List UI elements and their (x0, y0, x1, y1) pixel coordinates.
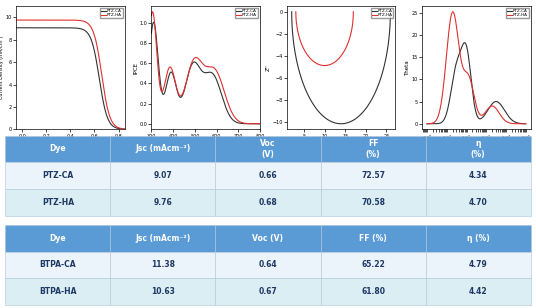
Line: PTZ-CA: PTZ-CA (427, 43, 526, 124)
PTZ-CA (296, 72, 303, 75)
PTZ-HA (293, 20, 300, 24)
PTZ-CA (472, 104, 478, 108)
PTZ-HA (83, 20, 90, 24)
PTZ-CA (81, 28, 87, 32)
PTZ-HA (293, 17, 299, 20)
PTZ-CA (505, 114, 511, 118)
PTZ-HA (81, 19, 87, 23)
Legend: PTZ-CA, PTZ-HA: PTZ-CA, PTZ-HA (506, 8, 528, 18)
PTZ-HA (257, 122, 263, 126)
PTZ-HA (321, 64, 327, 67)
Line: PTZ-HA: PTZ-HA (296, 12, 353, 66)
PTZ-CA (305, 93, 311, 97)
Y-axis label: Theta: Theta (405, 60, 410, 76)
PTZ-HA (81, 20, 87, 23)
PTZ-CA (200, 70, 206, 74)
Line: PTZ-HA: PTZ-HA (151, 12, 260, 124)
PTZ-HA (520, 122, 527, 126)
PTZ-CA (213, 77, 219, 81)
PTZ-HA (505, 121, 511, 124)
PTZ-HA (350, 10, 356, 14)
Y-axis label: Z'': Z'' (266, 64, 271, 71)
PTZ-HA (200, 63, 206, 66)
Line: PTZ-CA: PTZ-CA (292, 12, 390, 124)
PTZ-HA (213, 68, 219, 72)
X-axis label: Wavelength (nm): Wavelength (nm) (182, 140, 229, 145)
PTZ-HA (237, 120, 244, 124)
PTZ-HA (207, 65, 213, 69)
PTZ-HA (302, 50, 309, 54)
PTZ-HA (150, 10, 156, 14)
Y-axis label: Current Density (mA/cm²): Current Density (mA/cm²) (0, 36, 4, 99)
PTZ-CA (471, 101, 478, 105)
PTZ-HA (13, 18, 19, 22)
PTZ-CA (461, 41, 468, 44)
PTZ-CA (237, 121, 244, 125)
Line: PTZ-HA: PTZ-HA (427, 12, 526, 124)
PTZ-CA (255, 122, 261, 126)
PTZ-HA (109, 121, 116, 124)
PTZ-CA (289, 24, 295, 28)
PTZ-CA (13, 26, 19, 30)
PTZ-HA (478, 113, 484, 117)
PTZ-CA (128, 128, 134, 131)
PTZ-HA (472, 97, 478, 101)
PTZ-HA (293, 10, 299, 14)
PTZ-CA (117, 127, 123, 131)
PTZ-CA (483, 111, 489, 115)
PTZ-CA (109, 124, 116, 128)
PTZ-CA (424, 122, 430, 126)
PTZ-HA (350, 18, 356, 21)
PTZ-HA (13, 18, 20, 22)
Legend: PTZ-CA, PTZ-HA: PTZ-CA, PTZ-HA (100, 8, 123, 18)
Y-axis label: IPCE: IPCE (133, 62, 138, 74)
PTZ-HA (483, 110, 489, 113)
PTZ-HA (450, 10, 456, 14)
PTZ-HA (117, 126, 123, 130)
PTZ-HA (128, 128, 134, 131)
PTZ-CA (200, 71, 207, 74)
PTZ-CA (83, 30, 90, 33)
X-axis label: Z': Z' (338, 140, 344, 145)
PTZ-HA (349, 23, 356, 27)
PTZ-CA (523, 122, 529, 126)
X-axis label: Frequency (Hz): Frequency (Hz) (456, 144, 497, 149)
PTZ-CA (207, 71, 213, 74)
PTZ-HA (200, 63, 207, 67)
PTZ-HA (297, 40, 304, 43)
PTZ-CA (257, 122, 263, 126)
PTZ-CA (148, 31, 154, 35)
PTZ-HA (424, 122, 430, 126)
PTZ-HA (523, 122, 529, 126)
PTZ-CA (13, 26, 20, 30)
PTZ-CA (386, 26, 393, 30)
PTZ-CA (81, 28, 87, 32)
PTZ-HA (255, 122, 261, 126)
PTZ-CA (151, 20, 157, 24)
PTZ-HA (471, 94, 478, 98)
PTZ-HA (148, 14, 154, 17)
PTZ-CA (387, 10, 393, 14)
PTZ-CA (288, 10, 295, 14)
Legend: PTZ-CA, PTZ-HA: PTZ-CA, PTZ-HA (235, 8, 258, 18)
Legend: PTZ-CA, PTZ-HA: PTZ-CA, PTZ-HA (371, 8, 393, 18)
Line: PTZ-CA: PTZ-CA (151, 22, 260, 124)
PTZ-CA (385, 38, 392, 42)
Line: PTZ-HA: PTZ-HA (16, 20, 131, 129)
PTZ-CA (478, 117, 484, 120)
X-axis label: Voltage(V): Voltage(V) (56, 140, 85, 145)
PTZ-CA (338, 122, 344, 126)
PTZ-CA (289, 31, 296, 35)
Line: PTZ-CA: PTZ-CA (16, 28, 131, 129)
PTZ-CA (520, 122, 527, 125)
